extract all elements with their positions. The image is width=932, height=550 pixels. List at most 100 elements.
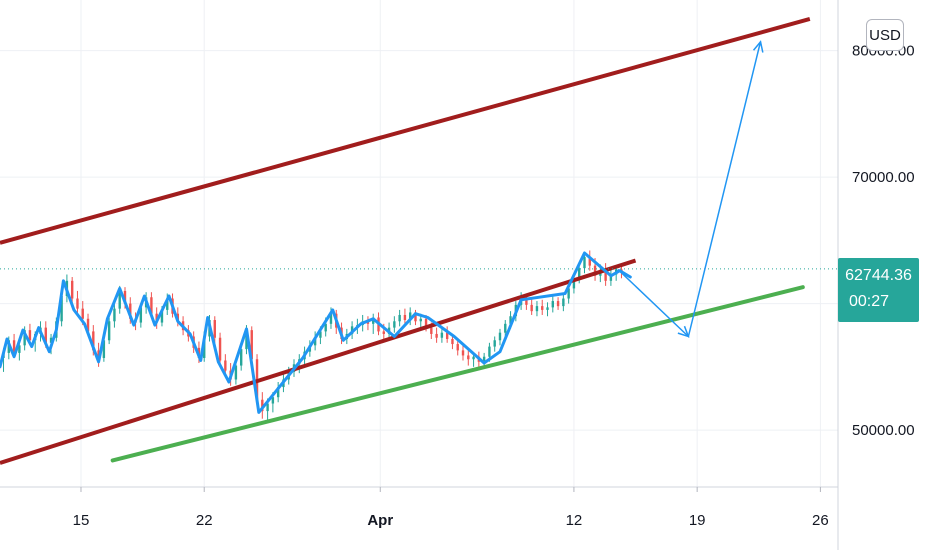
candle-body bbox=[23, 330, 26, 346]
candle-body bbox=[150, 297, 153, 314]
candle-body bbox=[578, 268, 581, 279]
candle-body bbox=[583, 256, 586, 269]
candle-body bbox=[250, 330, 253, 360]
candle-body bbox=[49, 337, 53, 343]
candle-body bbox=[509, 316, 512, 324]
candle-body bbox=[493, 340, 496, 347]
candle-body bbox=[92, 331, 95, 351]
candle-body bbox=[588, 256, 591, 266]
price-zigzag-path bbox=[0, 251, 632, 414]
candle-body bbox=[76, 298, 79, 309]
x-tick-label: 12 bbox=[566, 512, 583, 529]
candle-body bbox=[414, 312, 417, 322]
candle-body bbox=[139, 307, 143, 323]
candle-body bbox=[271, 397, 275, 404]
candle-body bbox=[97, 350, 100, 358]
candle-body bbox=[530, 304, 533, 312]
candle-body bbox=[319, 331, 322, 338]
candle-body bbox=[604, 270, 607, 281]
candle-body bbox=[398, 314, 401, 322]
candle-body bbox=[609, 274, 613, 281]
candle-body bbox=[313, 337, 317, 346]
candle-body bbox=[118, 290, 121, 309]
chart-grid bbox=[0, 0, 838, 487]
candle-body bbox=[213, 320, 216, 338]
x-tick-label: 19 bbox=[689, 512, 706, 529]
candle-body bbox=[424, 318, 428, 328]
candle-body bbox=[113, 308, 116, 322]
candle-body bbox=[472, 356, 475, 360]
x-tick-label: 22 bbox=[196, 512, 213, 529]
last-price-value: 62744.36 bbox=[845, 267, 912, 284]
candle-body bbox=[382, 331, 385, 334]
candle-body bbox=[546, 307, 549, 310]
forecast-arrowhead-up bbox=[752, 40, 764, 53]
channel-lower-line bbox=[0, 258, 637, 465]
candle-body bbox=[224, 360, 227, 371]
candle-body bbox=[488, 346, 491, 357]
candle-body bbox=[482, 356, 486, 362]
candle-body bbox=[551, 301, 554, 308]
candle-body bbox=[129, 303, 132, 319]
candle-body bbox=[419, 318, 422, 322]
candle-body bbox=[60, 295, 63, 322]
candle-body bbox=[102, 340, 106, 358]
candle-body bbox=[435, 333, 438, 338]
candle-body bbox=[234, 365, 238, 380]
candle-body bbox=[556, 301, 560, 307]
candle-body bbox=[81, 308, 84, 319]
candle-body bbox=[504, 323, 507, 333]
candle-body bbox=[44, 327, 47, 343]
candle-countdown: 00:27 bbox=[849, 293, 890, 310]
last-price-tag: 62744.36 00:27 bbox=[838, 258, 919, 322]
candle-body bbox=[12, 340, 16, 353]
candle-body bbox=[261, 399, 264, 412]
candle-body bbox=[535, 306, 539, 312]
candle-body bbox=[218, 337, 222, 361]
candle-body bbox=[525, 297, 528, 305]
candle-body bbox=[70, 280, 74, 299]
candle-body bbox=[451, 339, 454, 345]
candle-body bbox=[467, 355, 470, 360]
candle-body bbox=[245, 330, 248, 350]
candlestick-series bbox=[2, 250, 623, 423]
candle-body bbox=[166, 298, 169, 310]
candle-body bbox=[239, 349, 243, 366]
candle-body bbox=[461, 350, 465, 356]
x-tick-label: Apr bbox=[367, 512, 393, 529]
candle-body bbox=[562, 298, 565, 307]
candle-body bbox=[572, 278, 576, 289]
candle-body bbox=[266, 403, 269, 412]
candle-body bbox=[541, 306, 544, 310]
channel-upper-line bbox=[0, 17, 811, 245]
candle-body bbox=[445, 332, 449, 340]
currency-button[interactable]: USD bbox=[866, 19, 904, 51]
x-tick-label: 26 bbox=[812, 512, 829, 529]
candle-body bbox=[28, 330, 32, 341]
candle-body bbox=[393, 321, 396, 328]
forecast-arrowhead-down bbox=[677, 325, 690, 338]
support-trendline bbox=[110, 285, 805, 463]
candle-body bbox=[86, 318, 90, 332]
candle-body bbox=[498, 332, 502, 341]
drawing-lines bbox=[0, 17, 838, 465]
candle-body bbox=[276, 387, 280, 398]
candle-body bbox=[123, 290, 127, 304]
candle-body bbox=[329, 313, 333, 324]
candle-body bbox=[160, 309, 164, 323]
candle-body bbox=[403, 314, 407, 321]
x-tick-label: 15 bbox=[73, 512, 90, 529]
y-tick-label: 50000.00 bbox=[852, 422, 915, 439]
forecast-arrow-path bbox=[617, 41, 762, 338]
candle-body bbox=[440, 332, 444, 338]
candle-body bbox=[408, 312, 412, 321]
candle-body bbox=[567, 288, 570, 299]
candle-body bbox=[430, 327, 433, 334]
candle-body bbox=[18, 345, 21, 353]
candle-body bbox=[324, 323, 327, 332]
candle-body bbox=[456, 344, 459, 351]
y-tick-label: 70000.00 bbox=[852, 169, 915, 186]
candle-body bbox=[107, 321, 111, 341]
